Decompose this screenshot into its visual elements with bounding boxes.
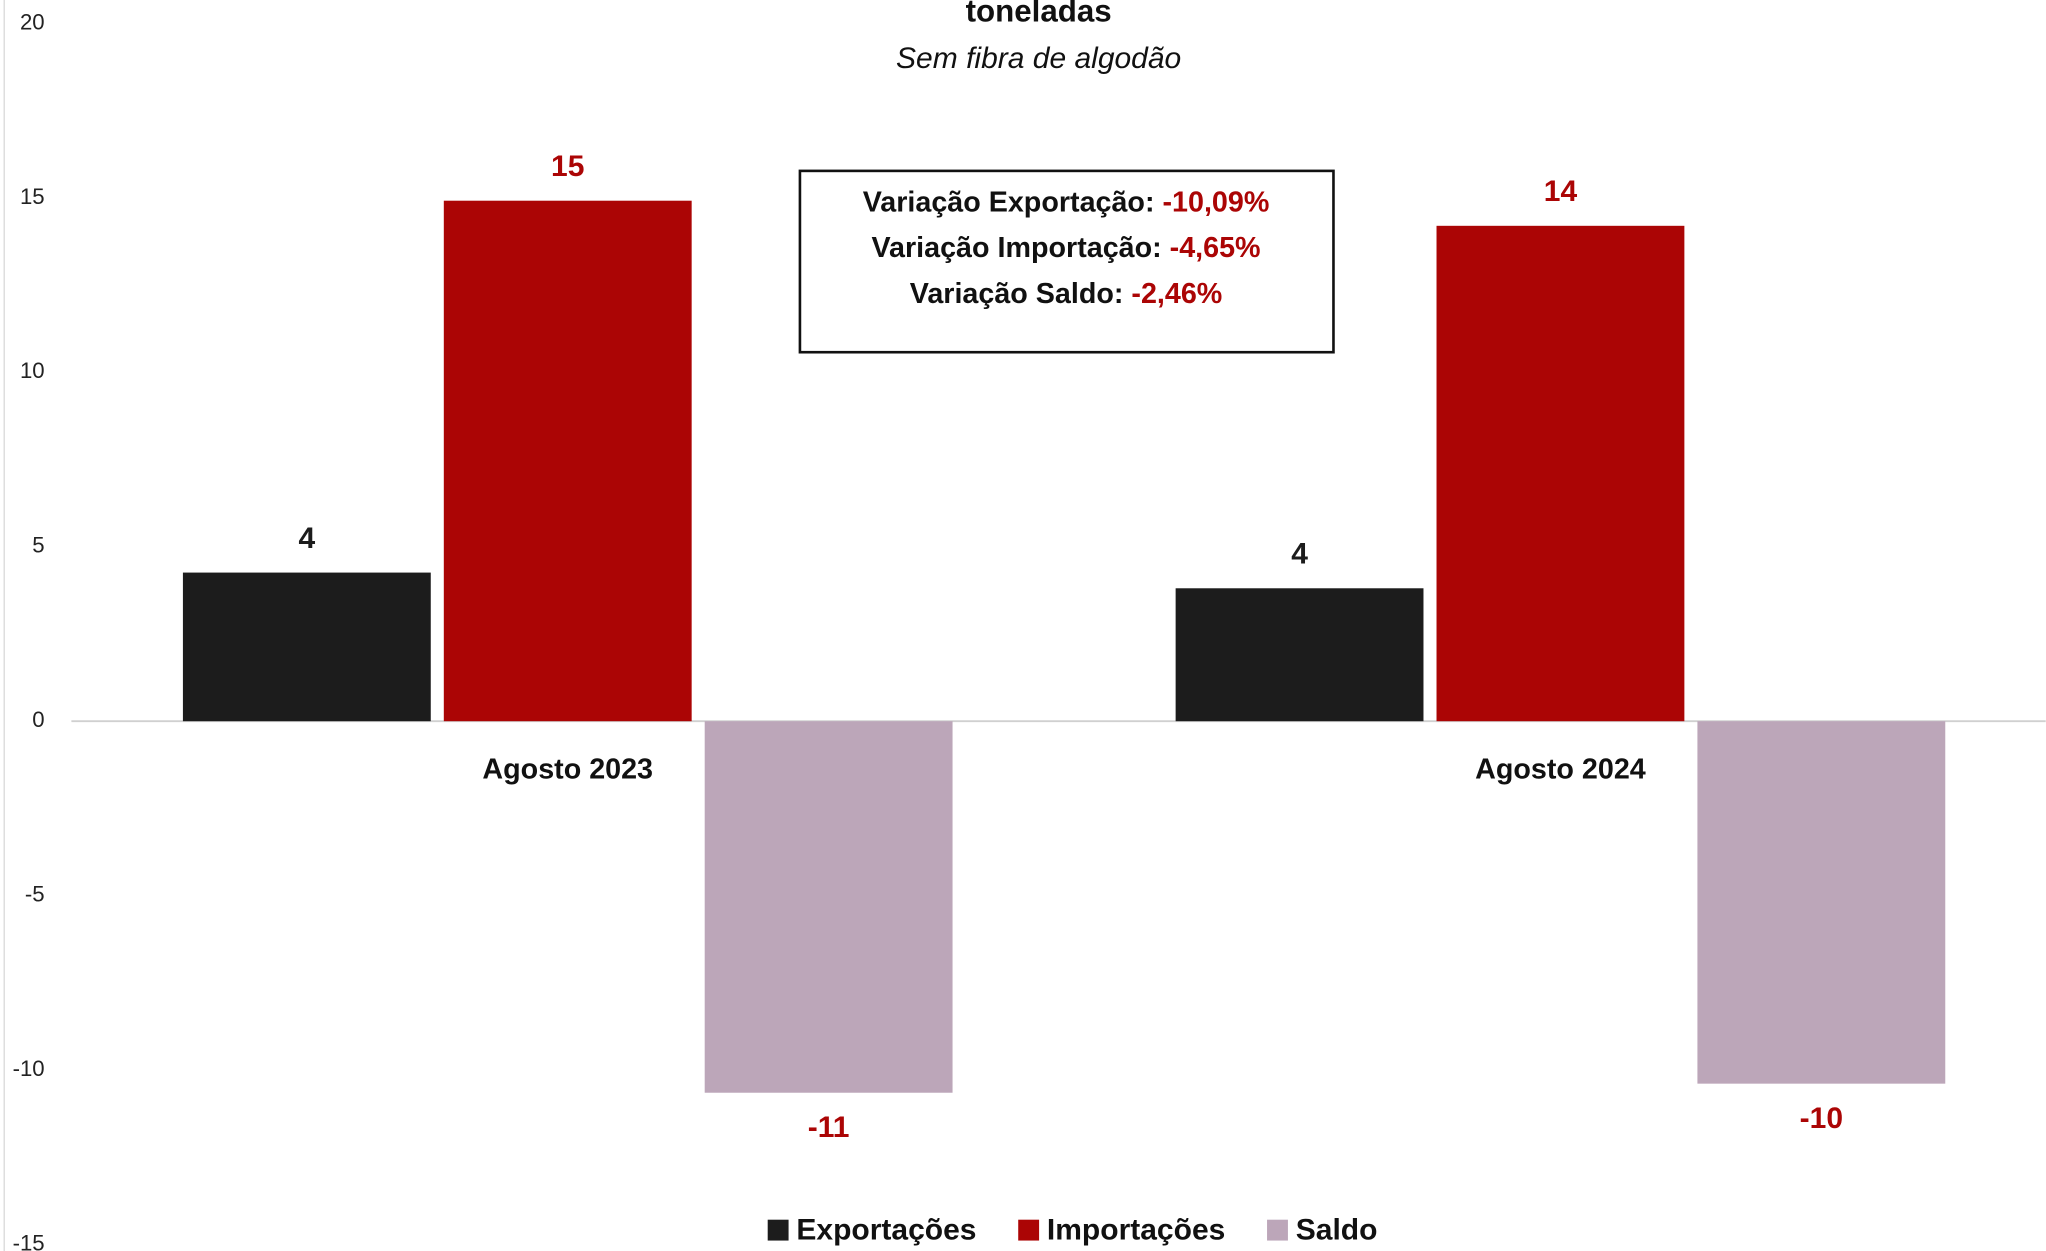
legend-swatch xyxy=(767,1219,789,1241)
y-tick-label: 20 xyxy=(20,9,45,34)
legend-label: Saldo xyxy=(1296,1213,1378,1246)
data-label: -10 xyxy=(1800,1102,1843,1135)
bar xyxy=(1697,721,1946,1084)
chart-subtitle: Sem fibra de algodão xyxy=(896,42,1181,75)
y-tick-label: -5 xyxy=(25,881,45,906)
annotation: Variação Exportação: -10,09% Variação Imp… xyxy=(863,186,1270,309)
annotation-box xyxy=(798,169,1335,354)
y-tick-label: -15 xyxy=(13,1230,45,1251)
data-label: 4 xyxy=(298,522,315,555)
annotation-value: -2,46% xyxy=(1131,277,1222,309)
legend: Exportações Importações Saldo xyxy=(767,1213,1377,1246)
legend-label: Importações xyxy=(1047,1213,1225,1246)
bar xyxy=(1436,225,1685,722)
data-label: 15 xyxy=(551,150,584,183)
annotation-label: Variação Importação: xyxy=(872,232,1170,264)
bar xyxy=(704,721,953,1093)
legend-swatch xyxy=(1267,1219,1288,1241)
annotation-value: -10,09% xyxy=(1163,186,1270,218)
annotation-label: Variação Saldo: xyxy=(910,277,1132,309)
chart-title: toneladas xyxy=(966,0,1112,28)
legend-label: Exportações xyxy=(796,1213,976,1246)
annotation-label: Variação Exportação: xyxy=(863,186,1163,218)
annotation-line: Variação Exportação: -10,09% xyxy=(863,186,1270,218)
annotation-line: Variação Importação: -4,65% xyxy=(872,232,1261,264)
y-tick-label: 5 xyxy=(32,533,44,558)
y-tick-label: 15 xyxy=(20,184,45,209)
data-label: 4 xyxy=(1291,538,1308,571)
y-tick-label: 10 xyxy=(20,358,45,383)
data-label: 14 xyxy=(1544,175,1578,208)
annotation-value: -4,65% xyxy=(1170,232,1261,264)
data-label: -11 xyxy=(808,1111,850,1144)
legend-item: Saldo xyxy=(1267,1213,1377,1246)
x-tick-label: Agosto 2023 xyxy=(482,753,653,785)
legend-item: Importações xyxy=(1018,1213,1225,1246)
annotation-line: Variação Saldo: -2,46% xyxy=(910,277,1223,309)
y-tick-label: -10 xyxy=(13,1056,45,1081)
legend-swatch xyxy=(1018,1219,1040,1241)
legend-item: Exportações xyxy=(767,1213,976,1246)
bar xyxy=(1175,588,1424,722)
bar xyxy=(182,572,431,722)
y-tick-label: 0 xyxy=(32,707,44,732)
bar xyxy=(443,200,692,722)
x-tick-label: Agosto 2024 xyxy=(1475,753,1646,785)
